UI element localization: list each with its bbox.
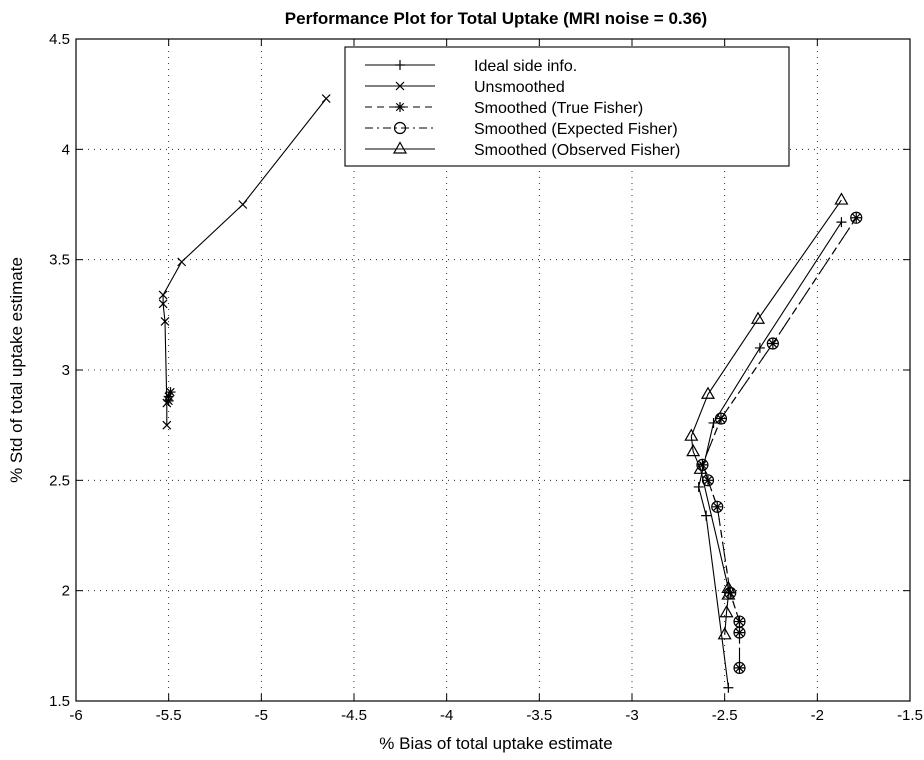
y-tick-label: 4 xyxy=(62,141,70,158)
x-tick-label: -2 xyxy=(811,707,824,724)
triangle-marker xyxy=(721,587,736,600)
triangle-marker xyxy=(700,386,716,399)
triangle-marker xyxy=(686,443,701,457)
circle-marker xyxy=(696,458,709,471)
x-marker xyxy=(160,317,170,326)
legend-label: Unsmoothed xyxy=(474,79,565,96)
plus-marker xyxy=(693,481,704,492)
triangle-marker xyxy=(392,141,408,154)
x-axis-label: % Bias of total uptake estimate xyxy=(379,734,612,753)
circle-marker xyxy=(714,412,728,425)
series-3 xyxy=(696,211,863,675)
triangle-marker xyxy=(693,461,708,474)
series-2 xyxy=(697,212,862,673)
plus-marker xyxy=(395,60,405,70)
series-line xyxy=(701,217,857,668)
y-tick-label: 4.5 xyxy=(49,31,70,48)
x-tick-label: -6 xyxy=(69,707,82,724)
x-marker xyxy=(158,290,168,300)
legend-item: Smoothed (True Fisher) xyxy=(365,100,643,117)
triangle-marker xyxy=(750,311,766,324)
triangle-marker xyxy=(719,605,734,618)
star-marker xyxy=(715,413,726,424)
plus-marker xyxy=(723,682,734,693)
x-tick-label: -3.5 xyxy=(526,707,552,724)
legend: Ideal side info. Unsmoothed Smoothed (True… xyxy=(344,46,790,167)
y-tick-label: 2.5 xyxy=(49,472,70,489)
series-5 xyxy=(163,387,176,406)
legend-item: Unsmoothed xyxy=(365,79,565,96)
legend-label: Smoothed (Expected Fisher) xyxy=(474,121,678,138)
star-marker xyxy=(163,391,174,402)
x-tick-label: -1.5 xyxy=(897,707,923,724)
x-marker xyxy=(158,299,168,309)
star-marker xyxy=(734,627,745,638)
series-4 xyxy=(684,192,849,640)
series-layer xyxy=(158,94,863,693)
x-marker xyxy=(395,81,405,91)
axes-layer: -6 -5.5 -5 -4.5 -4 -3.5 -3 -2.5 -2 -1.5 1.5 2 2.5 3 3.… xyxy=(49,31,923,724)
star-marker xyxy=(165,387,176,398)
triangle-marker xyxy=(834,192,849,205)
x-tick-label: -4 xyxy=(440,707,453,724)
triangle-marker xyxy=(721,580,736,594)
series-1 xyxy=(158,94,331,430)
legend-item: Ideal side info. xyxy=(365,58,577,75)
y-tick-label: 3.5 xyxy=(49,252,70,269)
series-line xyxy=(698,221,842,688)
y-axis-label: % Std of total uptake estimate xyxy=(7,257,26,483)
x-marker xyxy=(321,94,331,104)
circle-marker xyxy=(701,474,715,487)
y-tick-label: 2 xyxy=(62,583,70,600)
triangle-marker xyxy=(717,627,732,640)
circle-marker xyxy=(393,121,407,135)
plus-marker xyxy=(754,342,765,353)
legend-item: Smoothed (Observed Fisher) xyxy=(365,141,680,159)
circle-marker xyxy=(733,626,746,639)
star-marker xyxy=(395,102,405,112)
series-0 xyxy=(693,217,847,693)
chart-title: Performance Plot for Total Uptake (MRI n… xyxy=(285,9,707,28)
x-tick-label: -5.5 xyxy=(156,707,182,724)
x-marker xyxy=(177,257,187,267)
x-tick-label: -5 xyxy=(255,707,268,724)
x-tick-label: -2.5 xyxy=(712,707,738,724)
y-tick-label: 1.5 xyxy=(49,693,70,710)
legend-item: Smoothed (Expected Fisher) xyxy=(365,121,678,138)
plus-marker xyxy=(701,510,712,521)
x-tick-label: -3 xyxy=(625,707,638,724)
circle-marker xyxy=(850,211,863,224)
legend-label: Ideal side info. xyxy=(474,58,577,75)
y-tick-label: 3 xyxy=(62,362,70,379)
legend-label: Smoothed (Observed Fisher) xyxy=(474,142,680,159)
circle-marker xyxy=(766,337,779,350)
legend-label: Smoothed (True Fisher) xyxy=(474,100,643,117)
star-marker xyxy=(734,662,745,673)
series-line xyxy=(701,217,857,668)
x-marker xyxy=(162,420,172,430)
circle-marker xyxy=(711,500,724,513)
plus-marker xyxy=(836,217,847,228)
triangle-marker xyxy=(684,428,699,441)
x-tick-label: -4.5 xyxy=(341,707,367,724)
circle-marker xyxy=(733,661,746,675)
series-line xyxy=(690,199,842,635)
series-line xyxy=(162,98,327,426)
x-marker xyxy=(238,200,248,209)
